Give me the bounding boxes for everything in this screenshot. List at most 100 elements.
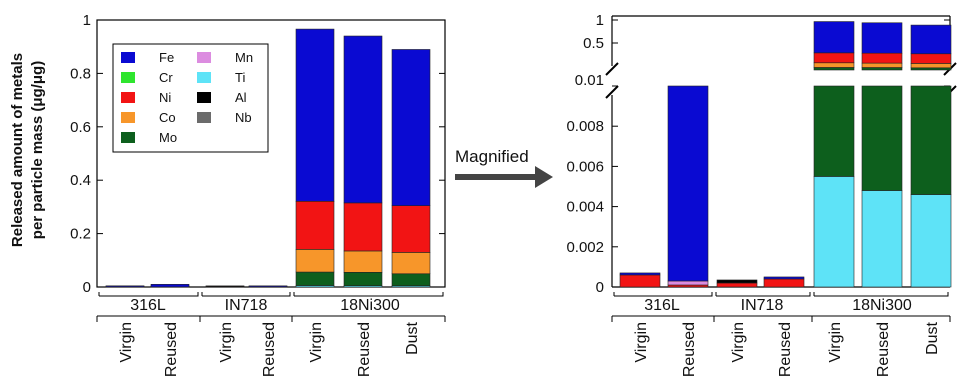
left-group-label: 18Ni300 xyxy=(340,297,400,314)
right-y-tick-label: 0.01 xyxy=(575,72,604,89)
right-bar-lower-mo xyxy=(910,85,952,195)
right-y-tick-label: 0 xyxy=(596,279,604,296)
right-bar-upper-co xyxy=(813,62,855,68)
right-group-bracket xyxy=(715,292,811,297)
right-bar-upper-co xyxy=(861,62,903,68)
left-bar-mo xyxy=(343,272,383,287)
legend-swatch-ti xyxy=(197,72,211,83)
left-y-tick-label: 0 xyxy=(83,279,91,296)
axis-break-mark-left xyxy=(605,62,619,99)
right-bar-upper-fe xyxy=(910,24,952,55)
left-group-label: 316L xyxy=(130,297,166,314)
legend-swatch-fe xyxy=(121,52,135,63)
left-bar-fe xyxy=(105,285,145,288)
right-bar-lower-mn xyxy=(667,280,709,286)
left-bar-ni xyxy=(343,202,383,252)
right-bar-upper-fe xyxy=(861,22,903,54)
left-bar-fe xyxy=(248,285,288,288)
left-group-bracket xyxy=(98,292,199,297)
left-bar-mo xyxy=(391,273,431,287)
left-bar-ni xyxy=(295,200,335,250)
right-group-bracket xyxy=(613,292,713,297)
right-bar-lower-ni xyxy=(667,284,709,288)
left-y-tick-label: 0.2 xyxy=(70,226,91,243)
left-category-label: Virgin xyxy=(118,322,135,363)
right-bar-upper-ni xyxy=(861,52,903,64)
right-category-label: Reused xyxy=(875,322,892,377)
right-bar-upper-ni xyxy=(813,52,855,64)
right-category-label: Reused xyxy=(777,322,794,377)
right-bar-lower-mo xyxy=(861,85,903,191)
left-group-label: IN718 xyxy=(225,297,268,314)
right-bar-lower-fe xyxy=(667,85,709,282)
left-bar-ni xyxy=(391,205,431,253)
legend-label-fe: Fe xyxy=(159,50,174,65)
arrow-icon xyxy=(455,166,553,188)
right-chart: 0 0.002 0.004 0.006 0.008 0.01 0.5 1 316L IN718 18… xyxy=(566,12,957,377)
left-category-label: Reused xyxy=(261,322,278,377)
right-y-tick-label: 0.002 xyxy=(566,239,604,256)
right-bar-lower-ni xyxy=(763,278,805,288)
right-bar-lower-fe xyxy=(763,276,805,280)
left-category-label: Reused xyxy=(163,322,180,377)
left-group-bracket xyxy=(293,292,444,297)
left-group-bracket xyxy=(201,292,291,297)
legend-swatch-ni xyxy=(121,92,135,103)
left-bar-fe xyxy=(150,284,190,288)
right-bar-lower-ni xyxy=(619,274,661,288)
right-bar-upper-co xyxy=(910,63,952,69)
right-y-tick-label: 0.004 xyxy=(566,199,604,216)
right-category-label: Reused xyxy=(681,322,698,377)
legend-label-cr: Cr xyxy=(159,70,173,85)
left-y-tick-label: 0.4 xyxy=(70,172,91,189)
left-bar-co xyxy=(295,249,335,273)
left-bar-co xyxy=(391,252,431,275)
left-y-tick-label: 1 xyxy=(83,12,91,29)
legend-label-al: Al xyxy=(235,90,247,105)
left-category-label: Virgin xyxy=(308,322,325,363)
magnified-label: Magnified xyxy=(455,147,529,166)
legend-swatch-al xyxy=(197,92,211,103)
left-bar-fe xyxy=(391,49,431,206)
right-y-tick-label: 0.006 xyxy=(566,158,604,175)
left-bar-al xyxy=(205,285,245,288)
left-category-label: Dust xyxy=(404,321,421,354)
right-bar-upper-fe xyxy=(813,21,855,54)
right-group-label: 18Ni300 xyxy=(852,297,912,314)
left-bar-mo xyxy=(295,271,335,286)
right-category-label: Dust xyxy=(924,321,941,354)
right-bar-lower-al xyxy=(716,279,758,284)
left-chart: 0 0.2 0.4 0.6 0.8 1 Released amount of metals p… xyxy=(9,12,446,377)
right-bar-upper-mo xyxy=(861,67,903,71)
right-bar-upper-mo xyxy=(910,67,952,71)
right-category-label: Virgin xyxy=(633,322,650,363)
right-group-bracket xyxy=(813,292,949,297)
left-y-axis-title-line2: per particle mass (μg/μg) xyxy=(29,61,46,239)
legend-swatch-co xyxy=(121,112,135,123)
right-bar-upper-mo xyxy=(813,67,855,71)
legend-label-ni: Ni xyxy=(159,90,171,105)
legend-label-ti: Ti xyxy=(235,70,245,85)
legend-label-mo: Mo xyxy=(159,130,177,145)
legend-swatch-nb xyxy=(197,112,211,123)
right-category-label: Virgin xyxy=(730,322,747,363)
right-group-label: IN718 xyxy=(741,297,784,314)
legend-swatch-cr xyxy=(121,72,135,83)
right-bar-lower-ti xyxy=(861,190,903,288)
left-bar-fe xyxy=(295,28,335,202)
right-y-tick-label-upper: 0.5 xyxy=(583,35,604,52)
legend-label-mn: Mn xyxy=(235,50,253,65)
left-bar-co xyxy=(343,250,383,273)
right-category-label: Virgin xyxy=(827,322,844,363)
left-legend-box xyxy=(112,43,269,153)
left-y-tick-label: 0.6 xyxy=(70,119,91,136)
right-bar-upper-ni xyxy=(910,53,952,64)
left-bar-fe xyxy=(343,35,383,204)
right-group-label: 316L xyxy=(644,297,680,314)
right-y-tick-label-upper: 1 xyxy=(596,12,604,29)
legend-swatch-mn xyxy=(197,52,211,63)
right-bar-lower-fe xyxy=(619,272,661,276)
right-y-tick-label: 0.008 xyxy=(566,118,604,135)
magnify-arrow-group: Magnified xyxy=(455,147,553,188)
left-y-axis-title-line1: Released amount of metals xyxy=(9,53,26,247)
